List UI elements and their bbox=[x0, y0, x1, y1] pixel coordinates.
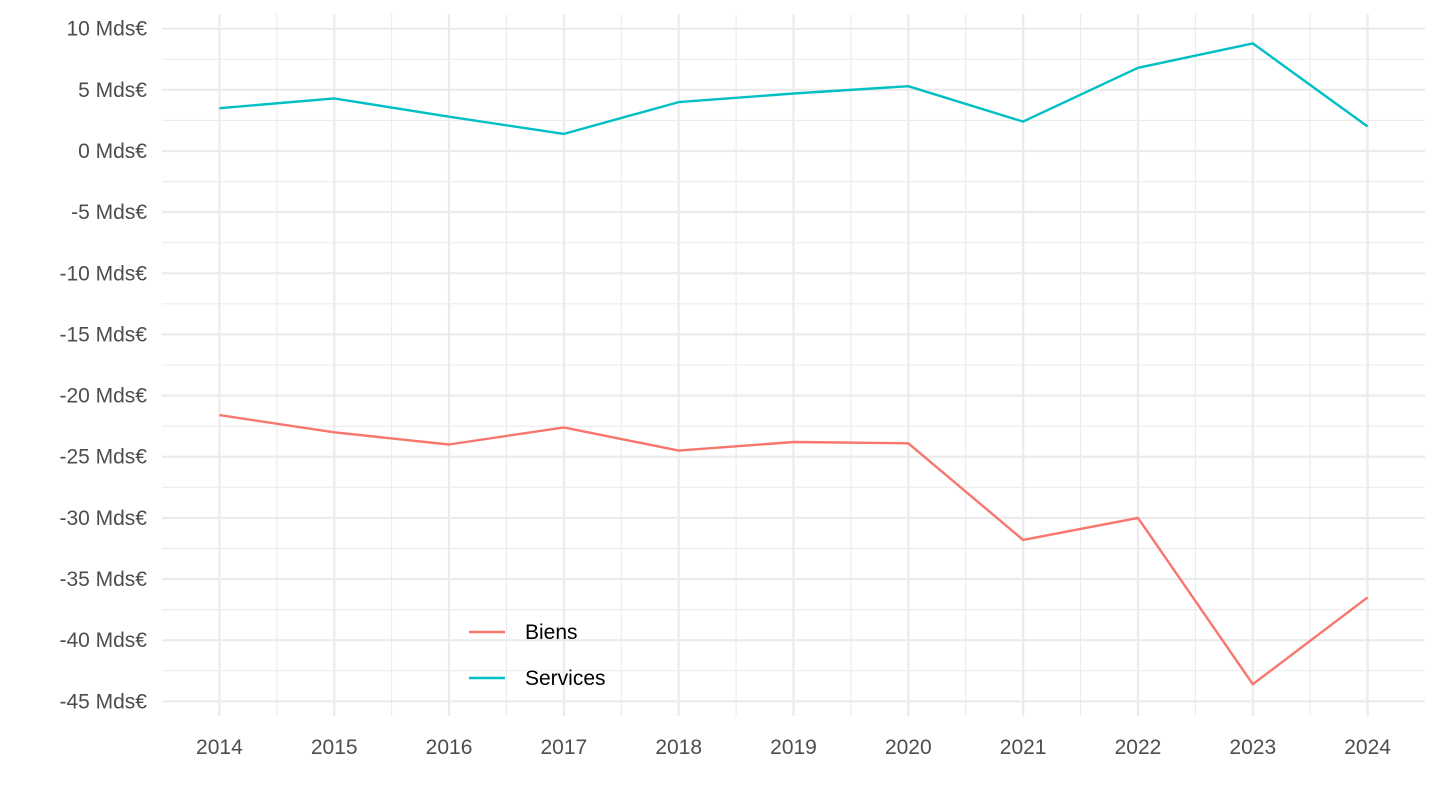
y-axis-tick-labels: 10 Mds€ 5 Mds€ 0 Mds€ -5 Mds€ -10 Mds€ -15 Md… bbox=[59, 18, 147, 714]
x-axis-tick-labels: 2014 2015 2016 2017 2018 2019 2020 2021 2022 2023… bbox=[196, 736, 1391, 759]
y-tick-label: -40 Mds€ bbox=[59, 629, 147, 652]
major-gridlines bbox=[162, 14, 1425, 716]
legend-label-services: Services bbox=[525, 667, 606, 690]
series-lines bbox=[219, 42, 1369, 686]
x-tick-label: 2014 bbox=[196, 736, 243, 759]
y-tick-label: 0 Mds€ bbox=[78, 140, 147, 163]
series-line-services bbox=[219, 42, 1369, 136]
x-tick-label: 2024 bbox=[1344, 736, 1391, 759]
y-tick-label: -30 Mds€ bbox=[59, 507, 147, 530]
y-tick-label: -25 Mds€ bbox=[59, 446, 147, 469]
x-tick-label: 2019 bbox=[770, 736, 817, 759]
x-tick-label: 2023 bbox=[1229, 736, 1276, 759]
series-line-biens bbox=[219, 413, 1369, 686]
x-tick-label: 2016 bbox=[426, 736, 473, 759]
legend: Biens Services bbox=[469, 621, 606, 690]
y-tick-label: -45 Mds€ bbox=[59, 690, 147, 713]
x-tick-label: 2021 bbox=[1000, 736, 1047, 759]
y-tick-label: -20 Mds€ bbox=[59, 385, 147, 408]
y-tick-label: -5 Mds€ bbox=[71, 201, 147, 224]
y-tick-label: -35 Mds€ bbox=[59, 568, 147, 591]
x-tick-label: 2020 bbox=[885, 736, 932, 759]
y-tick-label: 5 Mds€ bbox=[78, 79, 147, 102]
y-tick-label: -10 Mds€ bbox=[59, 262, 147, 285]
x-tick-label: 2018 bbox=[655, 736, 702, 759]
x-tick-label: 2022 bbox=[1115, 736, 1162, 759]
y-tick-label: -15 Mds€ bbox=[59, 323, 147, 346]
legend-label-biens: Biens bbox=[525, 621, 578, 644]
y-tick-label: 10 Mds€ bbox=[66, 18, 147, 41]
x-tick-label: 2015 bbox=[311, 736, 358, 759]
x-tick-label: 2017 bbox=[541, 736, 588, 759]
